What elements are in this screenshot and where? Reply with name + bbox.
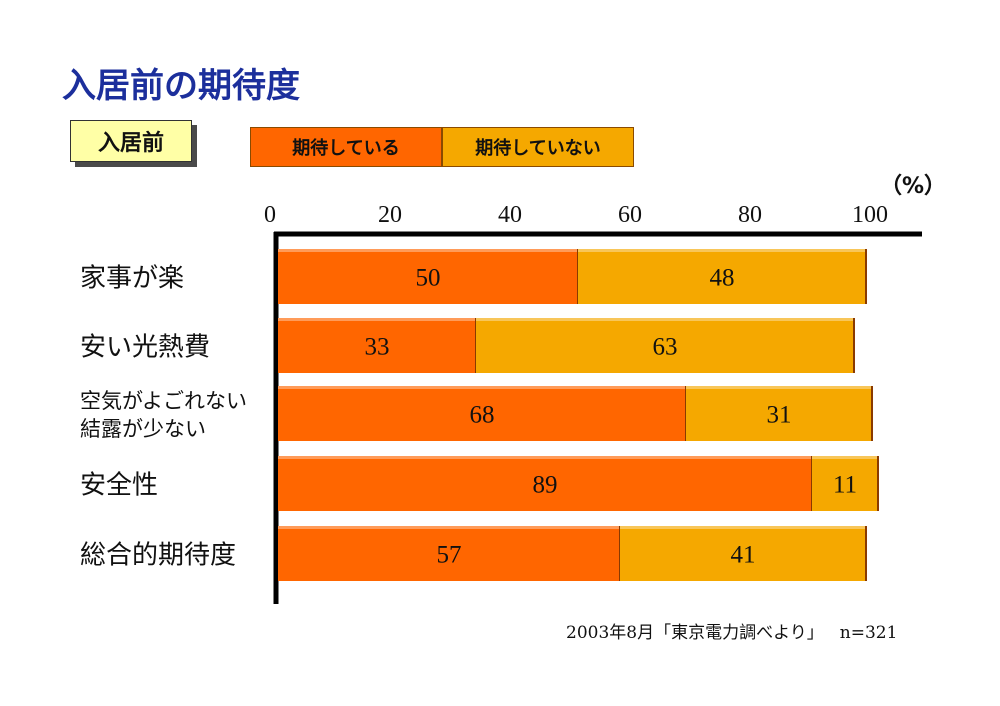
bar-segment <box>578 249 866 304</box>
bar-highlight <box>812 456 878 459</box>
x-tick-label: 20 <box>378 202 402 228</box>
source-text: 2003年8月「東京電力調べより」 <box>566 623 824 643</box>
bar-value-label: 63 <box>653 334 678 361</box>
bar-value-label: 33 <box>365 334 390 361</box>
legend-item-expecting: 期待している <box>250 127 442 167</box>
bar-highlight <box>278 249 578 252</box>
bar-highlight <box>686 386 872 389</box>
bar-value-label: 41 <box>731 542 756 569</box>
bar-segment <box>278 318 476 373</box>
bar-segment <box>278 456 812 511</box>
x-tick-label: 60 <box>618 202 642 228</box>
bar-highlight <box>476 318 854 321</box>
x-tick-label: 40 <box>498 202 522 228</box>
bar-highlight <box>278 318 476 321</box>
bar-segment <box>812 456 878 511</box>
category-label: 安全性 <box>80 471 158 501</box>
section-label: 入居前 <box>70 120 192 162</box>
bar-highlight <box>278 456 812 459</box>
bar-highlight <box>578 249 866 252</box>
bar-value-label: 48 <box>710 265 735 292</box>
unit-label: （%） <box>880 174 947 199</box>
bar-segment <box>278 526 620 581</box>
bar-value-label: 31 <box>767 402 792 429</box>
bar-highlight <box>278 526 620 529</box>
bar-value-label: 11 <box>833 472 857 499</box>
page-title: 入居前の期待度 <box>62 66 300 106</box>
chart-legend: 期待している 期待していない <box>250 127 634 167</box>
category-label: 空気がよごれない <box>80 389 247 413</box>
source-note: 2003年8月「東京電力調べより」 n=321 <box>566 618 897 643</box>
legend-item-not-expecting: 期待していない <box>442 127 634 167</box>
bar-value-label: 68 <box>470 402 495 429</box>
category-label: 結露が少ない <box>80 417 206 441</box>
x-tick-label: 0 <box>264 202 276 228</box>
bar-highlight <box>278 386 686 389</box>
bar-segment <box>278 249 578 304</box>
bar-segment <box>476 318 854 373</box>
x-tick-label: 100 <box>852 202 888 228</box>
bar-value-label: 57 <box>437 542 462 569</box>
bar-segment <box>278 386 686 441</box>
bar-segment <box>620 526 866 581</box>
sample-size: n=321 <box>839 623 898 643</box>
category-label: 総合的期待度 <box>80 541 236 571</box>
bar-value-label: 50 <box>416 265 441 292</box>
category-label: 安い光熱費 <box>80 333 210 363</box>
bar-segment <box>686 386 872 441</box>
bar-highlight <box>620 526 866 529</box>
bar-value-label: 89 <box>533 472 558 499</box>
category-label: 家事が楽 <box>80 264 184 294</box>
x-tick-label: 80 <box>738 202 762 228</box>
